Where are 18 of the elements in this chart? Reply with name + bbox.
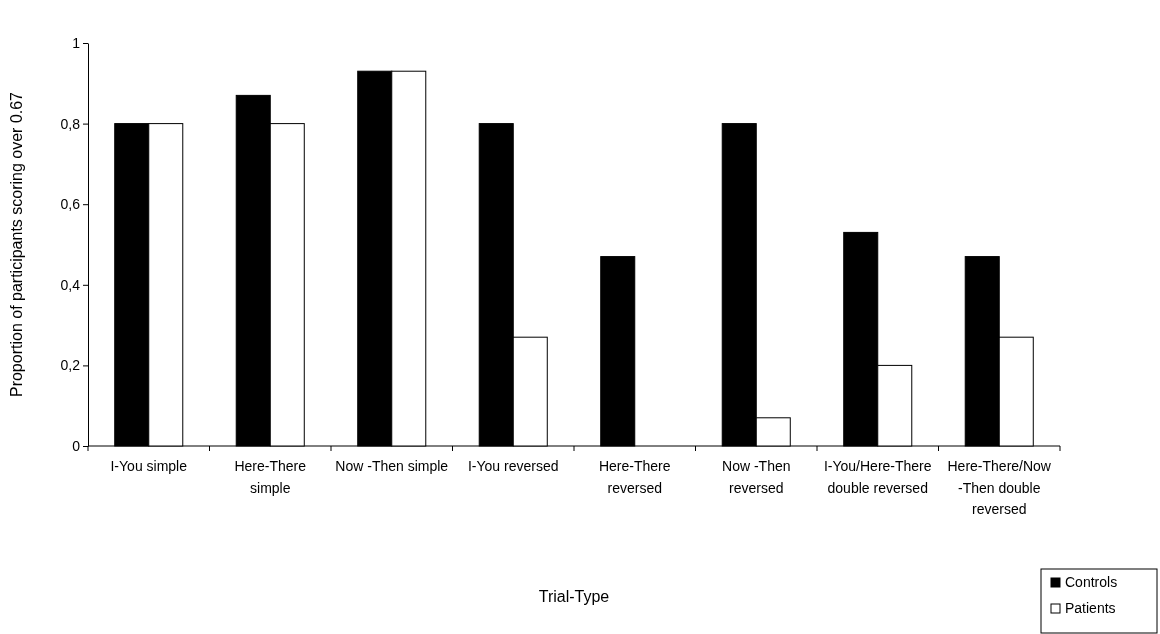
legend-label: Controls [1065, 574, 1118, 590]
legend-label: Patients [1065, 600, 1116, 616]
x-tick-label: I-You/Here-There double reversed [823, 458, 932, 496]
y-tick-label: 0 [72, 437, 81, 454]
x-axis-title: Trial-Type [538, 588, 610, 605]
y-tick-label: 0,2 [60, 357, 81, 374]
y-tick-label: 0,6 [60, 196, 81, 213]
x-tick-label: I-You reversed [467, 458, 559, 474]
x-tick-label: Here-There reversed [598, 458, 671, 496]
x-tick-label: Now -Then reversed [722, 458, 791, 496]
x-tick-label: I-You simple [110, 458, 188, 474]
y-tick-label: 0,4 [60, 276, 81, 293]
y-tick-label: 0,8 [60, 115, 81, 132]
x-tick-label: Here-There/Now -Then double reversed [947, 458, 1052, 518]
x-tick-label: Here-There simple [234, 458, 307, 496]
y-axis-title: Proportion of participants scoring over 0.67 [8, 91, 25, 398]
x-tick-label: Now -Then simple [335, 458, 449, 474]
y-tick-label: 1 [72, 34, 81, 51]
